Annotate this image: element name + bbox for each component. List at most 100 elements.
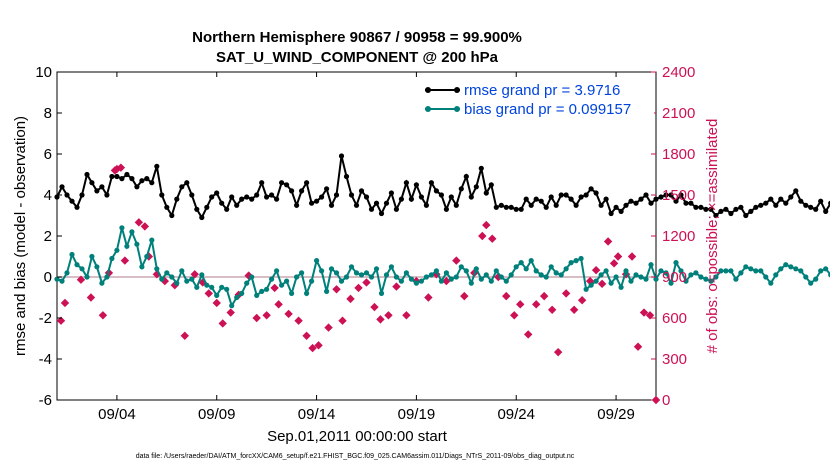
bias-point <box>254 292 260 298</box>
y-left-tick-label: -2 <box>39 310 52 327</box>
rmse-point <box>613 204 619 210</box>
rmse-point <box>753 204 759 210</box>
bias-point <box>214 292 220 298</box>
rmse-point <box>74 204 80 210</box>
bias-point <box>753 268 759 274</box>
bias-point <box>69 251 75 258</box>
rmse-point <box>154 163 160 169</box>
bias-point <box>129 229 135 235</box>
bias-point <box>139 264 145 270</box>
rmse-point <box>348 192 355 198</box>
bias-point <box>109 255 115 262</box>
chart-title-line2: SAT_U_WIND_COMPONENT @ 200 hPa <box>216 49 499 66</box>
bias-point <box>219 284 225 290</box>
rmse-point <box>783 200 789 206</box>
bias-point <box>608 280 614 286</box>
bias-point <box>493 268 499 274</box>
bias-point <box>413 280 419 286</box>
bias-point <box>289 290 295 296</box>
rmse-point <box>139 178 145 184</box>
obs-assimilated-marker <box>302 331 311 340</box>
obs-assimilated-marker <box>524 330 533 339</box>
rmse-point <box>304 180 310 186</box>
obs-assimilated-marker <box>56 316 66 325</box>
bias-point <box>348 264 355 270</box>
obs-assimilated-marker <box>376 315 385 324</box>
obs-assimilated-marker <box>547 305 557 314</box>
obs-assimilated-marker <box>120 256 130 265</box>
bias-point <box>538 272 544 278</box>
bias-point <box>443 270 449 276</box>
obs-assimilated-marker <box>134 218 144 227</box>
obs-assimilated-marker <box>332 285 341 294</box>
obs-assimilated-marker <box>603 237 613 246</box>
bias-point <box>338 278 345 284</box>
obs-assimilated-marker <box>284 309 293 319</box>
obs-assimilated-marker <box>539 291 549 301</box>
bias-point <box>548 264 554 270</box>
bias-point <box>403 270 409 276</box>
obs-assimilated-marker <box>402 311 411 320</box>
rmse-point <box>463 173 469 180</box>
bias-point <box>144 253 150 260</box>
bias-point <box>159 276 165 282</box>
bias-point <box>708 278 714 284</box>
rmse-point <box>488 182 494 188</box>
rmse-point <box>623 202 629 208</box>
obs-assimilated-marker <box>262 311 271 320</box>
obs-assimilated-marker <box>424 293 433 302</box>
bias-point <box>653 276 659 282</box>
bias-point <box>189 276 195 282</box>
rmse-point <box>84 171 90 178</box>
obs-assimilated-marker <box>338 316 347 325</box>
rmse-point <box>279 180 285 186</box>
bias-point <box>134 241 140 247</box>
rmse-point <box>289 188 295 194</box>
rmse-point <box>159 192 165 198</box>
bias-point <box>733 276 739 282</box>
bias-point <box>209 284 215 290</box>
rmse-point <box>778 196 784 202</box>
bias-point <box>748 266 754 272</box>
bias-point <box>623 268 629 274</box>
bias-point <box>713 274 719 280</box>
obs-assimilated-marker <box>180 331 189 340</box>
bias-point <box>603 268 609 274</box>
bias-point <box>199 272 205 278</box>
obs-assimilated-marker <box>627 252 637 261</box>
rmse-point <box>703 206 709 212</box>
rmse-point <box>673 198 679 204</box>
bias-point <box>808 280 814 286</box>
bias-point <box>438 278 444 284</box>
series-group <box>54 153 830 309</box>
bias-point <box>249 274 255 280</box>
obs-assimilated-marker <box>140 222 150 231</box>
bias-point <box>738 270 744 276</box>
obs-assimilated-marker <box>609 259 619 268</box>
bias-point <box>104 274 110 280</box>
obs-assimilated-marker <box>98 311 108 320</box>
rmse-point <box>174 196 180 202</box>
rmse-point <box>453 202 459 208</box>
rmse-point <box>398 196 404 202</box>
rmse-point <box>618 208 624 214</box>
rmse-point <box>493 204 499 210</box>
rmse-point <box>224 206 230 212</box>
bias-point <box>114 247 120 253</box>
legend-bias-label: bias grand pr = 0.099157 <box>464 101 631 118</box>
obs-assimilated-marker <box>274 300 283 309</box>
rmse-point <box>338 153 345 159</box>
obs-assimilated-marker <box>392 282 401 291</box>
bias-point <box>463 268 469 274</box>
obs-assimilated-marker <box>86 293 96 302</box>
bias-point <box>718 268 724 274</box>
rmse-point <box>468 194 474 200</box>
obs-assimilated-marker <box>362 278 371 287</box>
rmse-point <box>483 190 489 196</box>
rmse-point <box>668 192 674 198</box>
rmse-point <box>324 186 330 192</box>
rmse-point <box>353 202 360 208</box>
x-tick-label: 09/19 <box>398 406 436 423</box>
rmse-point <box>54 194 60 200</box>
rmse-point <box>244 194 250 200</box>
